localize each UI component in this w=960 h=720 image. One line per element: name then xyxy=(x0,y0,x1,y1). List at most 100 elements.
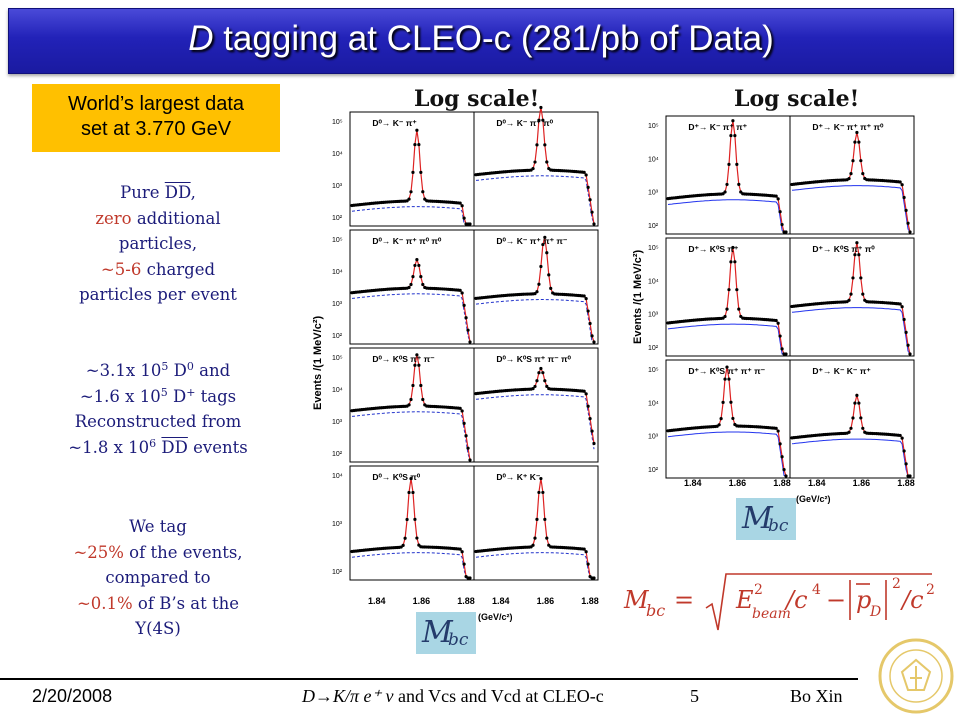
plot-frame xyxy=(789,237,915,357)
data-point xyxy=(409,282,413,287)
t: ~5-6 xyxy=(100,259,142,279)
t: and xyxy=(193,361,231,380)
data-point xyxy=(774,318,778,323)
data-point xyxy=(731,119,735,123)
data-point xyxy=(898,433,902,438)
data-point xyxy=(849,292,853,296)
data-point xyxy=(539,105,543,110)
t: of the events, xyxy=(123,542,243,562)
data-point xyxy=(411,275,415,279)
t: zero xyxy=(95,208,132,228)
data-point xyxy=(859,159,863,163)
data-point xyxy=(413,142,417,147)
data-point xyxy=(582,547,586,551)
t: ~3.1x 10 xyxy=(85,361,162,380)
plot-panel: D⁰→ K⁻ π⁺ 10⁵ 10⁴ 10³ 10² xyxy=(332,111,475,227)
data-point xyxy=(539,476,543,481)
data-point xyxy=(776,321,780,325)
data-point xyxy=(413,517,417,521)
decay-mode-label: D⁰→ K⁻ π⁺ π⁺ π⁻ xyxy=(496,236,568,246)
data-point xyxy=(861,172,865,176)
x-tick-label: 1.86 xyxy=(853,478,871,488)
t: ~1.8 x 10 xyxy=(68,437,150,457)
decay-mode-label: D⁺→ K⁰S π⁺ π⁰ xyxy=(812,244,875,254)
y-tick-label: 10² xyxy=(332,451,343,458)
decay-mode-label: D⁰→ K⁰S π⁰ xyxy=(372,472,420,482)
data-point xyxy=(906,343,910,347)
note-block-1: Pure DD, zero additional particles, ~5-6… xyxy=(40,180,276,308)
data-point xyxy=(782,467,786,472)
data-point xyxy=(733,133,737,138)
t: Pure xyxy=(120,183,165,202)
data-point xyxy=(535,517,539,521)
data-point xyxy=(582,170,586,174)
data-point xyxy=(904,208,908,212)
data-point xyxy=(588,198,592,202)
x-tick-label: 1.84 xyxy=(808,478,826,488)
data-point xyxy=(460,550,464,554)
background-fit xyxy=(791,438,910,477)
data-point xyxy=(545,160,549,164)
purdue-seal-logo xyxy=(878,638,954,714)
formula-c2: /c xyxy=(900,586,924,614)
data-point xyxy=(908,352,912,356)
callout-line2: set at 3.770 GeV xyxy=(80,118,232,140)
background-fit xyxy=(667,199,786,233)
data-point xyxy=(861,292,865,296)
data-point xyxy=(468,222,472,226)
y-tick-label: 10⁴ xyxy=(332,151,343,158)
plot-panel: D⁰→ K⁰S π⁺ π⁻ π⁰ xyxy=(473,347,599,463)
data-point xyxy=(535,379,539,383)
plot-frame xyxy=(349,229,475,345)
callout-box: World’s largest data set at 3.770 GeV xyxy=(32,84,280,152)
data-point xyxy=(855,393,859,398)
data-point xyxy=(719,417,723,421)
title-rest: tagging at CLEO-c (281/pb of Data) xyxy=(213,19,774,58)
data-point xyxy=(533,536,537,540)
data-point xyxy=(855,241,859,245)
note2-line4: ~1.8 x 106 DD events xyxy=(34,435,282,461)
data-point xyxy=(904,330,908,334)
t: events xyxy=(187,437,248,457)
data-point xyxy=(592,222,596,226)
data-point xyxy=(855,130,859,135)
formula-c4: /c xyxy=(784,586,808,614)
note3-line1: We tag xyxy=(129,517,187,536)
data-point xyxy=(533,160,537,164)
t: charged xyxy=(141,259,216,279)
x-tick-label: 1.86 xyxy=(729,478,747,488)
data-point xyxy=(902,317,906,322)
data-point xyxy=(592,576,596,580)
t: 5 xyxy=(161,360,169,373)
data-point xyxy=(774,426,778,430)
decay-mode-label: D⁰→ K⁰S π⁺ π⁻ xyxy=(372,354,435,364)
footer-title: D→K/π e⁺ ν and Vcs and Vcd at CLEO-c xyxy=(302,686,604,707)
plot-frame xyxy=(665,359,791,479)
data-point xyxy=(535,143,539,147)
y-tick-label: 10⁴ xyxy=(648,400,659,407)
data-point xyxy=(419,275,423,279)
plot-panel: D⁰→ K⁺ K⁻ xyxy=(473,465,599,581)
data-point xyxy=(908,230,912,234)
data-point xyxy=(541,490,545,495)
data-point xyxy=(417,363,421,367)
y-tick-label: 10⁵ xyxy=(332,237,343,244)
data-point xyxy=(849,172,853,176)
x-unit-label: (GeV/c²) xyxy=(478,612,513,622)
data-point xyxy=(588,321,592,326)
background-fit xyxy=(791,185,911,233)
data-point xyxy=(541,118,545,122)
note3-line5: Y(4S) xyxy=(135,619,181,638)
plot-frame xyxy=(473,465,599,581)
slide-title: D tagging at CLEO-c (281/pb of Data) xyxy=(9,19,953,59)
data-point xyxy=(462,562,466,566)
data-point xyxy=(731,245,735,250)
decay-mode-label: D⁰→ K⁺ K⁻ xyxy=(496,472,541,482)
x-unit-label: (GeV/c²) xyxy=(796,494,831,504)
data-point xyxy=(717,423,721,427)
note1-line5: particles per event xyxy=(79,285,237,304)
t: D xyxy=(168,361,187,380)
footer-rule xyxy=(0,678,858,680)
data-point xyxy=(537,118,541,122)
